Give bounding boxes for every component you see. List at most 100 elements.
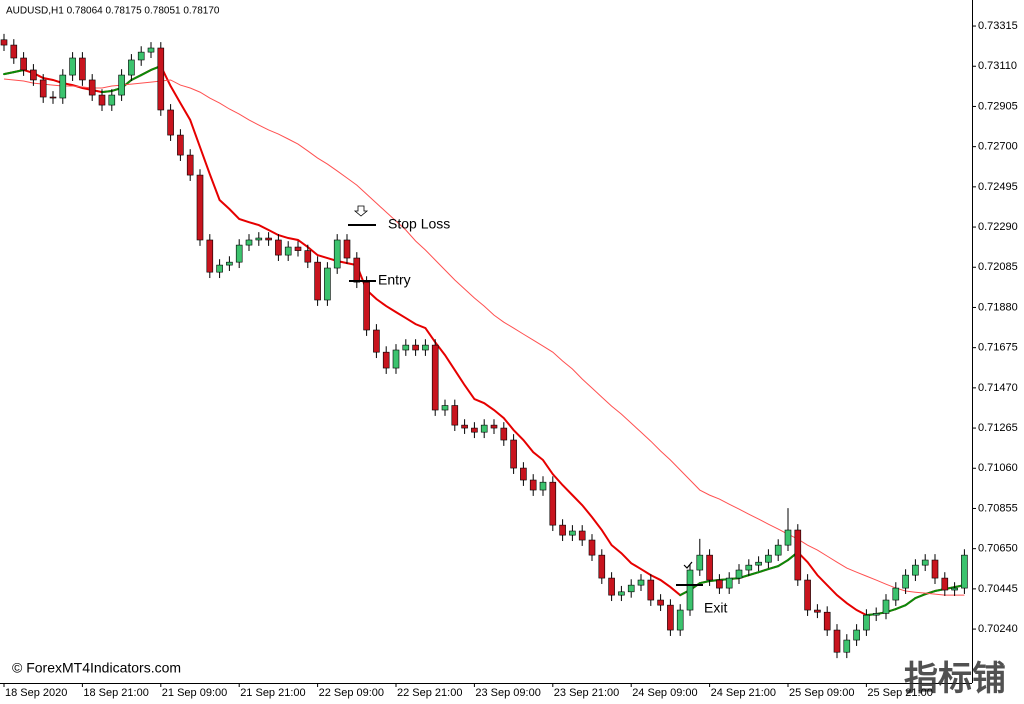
candle-body: [892, 587, 900, 601]
plot-area: [0, 33, 968, 659]
candle-body: [647, 579, 655, 601]
candle-body: [333, 239, 341, 269]
logo: 指标铺: [904, 660, 1006, 698]
x-tick-label: 18 Sep 21:00: [83, 687, 148, 699]
candle-body: [951, 587, 958, 591]
candle-body: [88, 79, 96, 96]
candle-body: [79, 57, 86, 81]
candle-body: [108, 94, 116, 106]
candle-body: [324, 267, 331, 301]
candle-body: [216, 264, 223, 273]
candle-body: [510, 439, 517, 469]
y-tick-label: 0.71060: [978, 462, 1018, 474]
moving-average-up: [757, 568, 770, 574]
candle-body: [431, 344, 439, 411]
candle-body: [804, 579, 811, 611]
moving-average-up: [12, 68, 25, 74]
candle-body: [833, 629, 841, 653]
moving-average-up: [904, 597, 917, 607]
candle-body: [598, 554, 606, 579]
candle-body: [30, 69, 37, 81]
candle-body: [284, 246, 292, 256]
candle-body: [245, 239, 253, 246]
candle-body: [549, 481, 557, 526]
y-tick-label: 0.72495: [978, 181, 1018, 193]
candle-body: [912, 564, 919, 576]
watermark: © ForexMT4Indicators.com: [12, 660, 181, 676]
y-tick-label: 0.72905: [978, 100, 1018, 112]
candle-body: [676, 609, 684, 631]
candle-body: [588, 539, 596, 556]
y-tick-label: 0.72085: [978, 261, 1018, 273]
candle-body: [49, 96, 57, 99]
y-tick-label: 0.70650: [978, 543, 1018, 555]
y-tick-label: 0.73110: [978, 60, 1017, 72]
candle-body: [961, 554, 968, 589]
candle-body: [578, 530, 586, 541]
y-tick-label: 0.73315: [978, 20, 1018, 32]
candle-body: [902, 574, 909, 589]
candle-body: [941, 577, 949, 591]
y-tick-label: 0.71470: [978, 382, 1018, 394]
annotation: Exit: [704, 600, 727, 616]
candle-body: [373, 329, 380, 353]
y-tick-label: 0.72290: [978, 221, 1018, 233]
candle-body: [441, 405, 449, 411]
candle-body: [147, 47, 155, 53]
y-tick-label: 0.71880: [978, 301, 1018, 313]
candle-body: [177, 134, 184, 156]
candle-body: [706, 554, 713, 581]
candle-body: [118, 74, 125, 96]
candle-body: [872, 613, 880, 616]
candle-body: [784, 529, 792, 546]
candle-body: [59, 74, 67, 99]
candle-body: [618, 591, 625, 596]
x-tick-label: 24 Sep 09:00: [632, 687, 697, 699]
x-tick-label: 18 Sep 2020: [5, 687, 67, 699]
x-tick-label: 25 Sep 21:00: [867, 687, 932, 699]
annotation: Entry: [378, 272, 411, 288]
x-tick-label: 23 Sep 21:00: [554, 687, 619, 699]
candle-body: [765, 554, 772, 563]
candle-body: [529, 479, 537, 491]
candle-body: [559, 524, 566, 536]
candle-body: [539, 481, 547, 491]
candle-body: [461, 424, 468, 429]
candle-body: [863, 614, 870, 631]
candle-body: [637, 579, 645, 586]
candle-body: [226, 261, 233, 266]
candle-body: [500, 427, 508, 441]
candle-body: [10, 44, 18, 59]
candle-body: [755, 561, 762, 566]
candle-body: [882, 599, 890, 614]
y-tick-label: 0.71675: [978, 342, 1018, 354]
x-tick-label: 21 Sep 21:00: [240, 687, 305, 699]
moving-average-up: [3, 71, 15, 76]
candle-body: [235, 244, 243, 263]
candle-body: [353, 257, 361, 283]
candle-body: [608, 577, 615, 596]
y-tick-label: 0.70855: [978, 502, 1018, 514]
annotation: Stop Loss: [388, 216, 450, 232]
x-tick-label: 25 Sep 09:00: [789, 687, 854, 699]
candle-body: [98, 94, 106, 106]
candle-body: [853, 629, 860, 641]
candle-body: [569, 530, 576, 536]
moving-average-up: [698, 580, 711, 585]
y-tick-label: 0.72700: [978, 141, 1018, 153]
x-tick-label: 22 Sep 09:00: [319, 687, 384, 699]
candle-body: [314, 261, 321, 301]
candle-body: [196, 174, 204, 241]
candle-body: [20, 57, 27, 71]
candle-body: [422, 344, 429, 351]
candle-body: [823, 611, 831, 631]
candle-body: [343, 239, 351, 259]
candle-body: [794, 529, 802, 581]
candle-body: [304, 250, 312, 263]
candle-body: [657, 599, 664, 606]
moving-average-up: [101, 89, 113, 94]
candle-body: [167, 109, 174, 136]
moving-average-up: [130, 74, 143, 81]
